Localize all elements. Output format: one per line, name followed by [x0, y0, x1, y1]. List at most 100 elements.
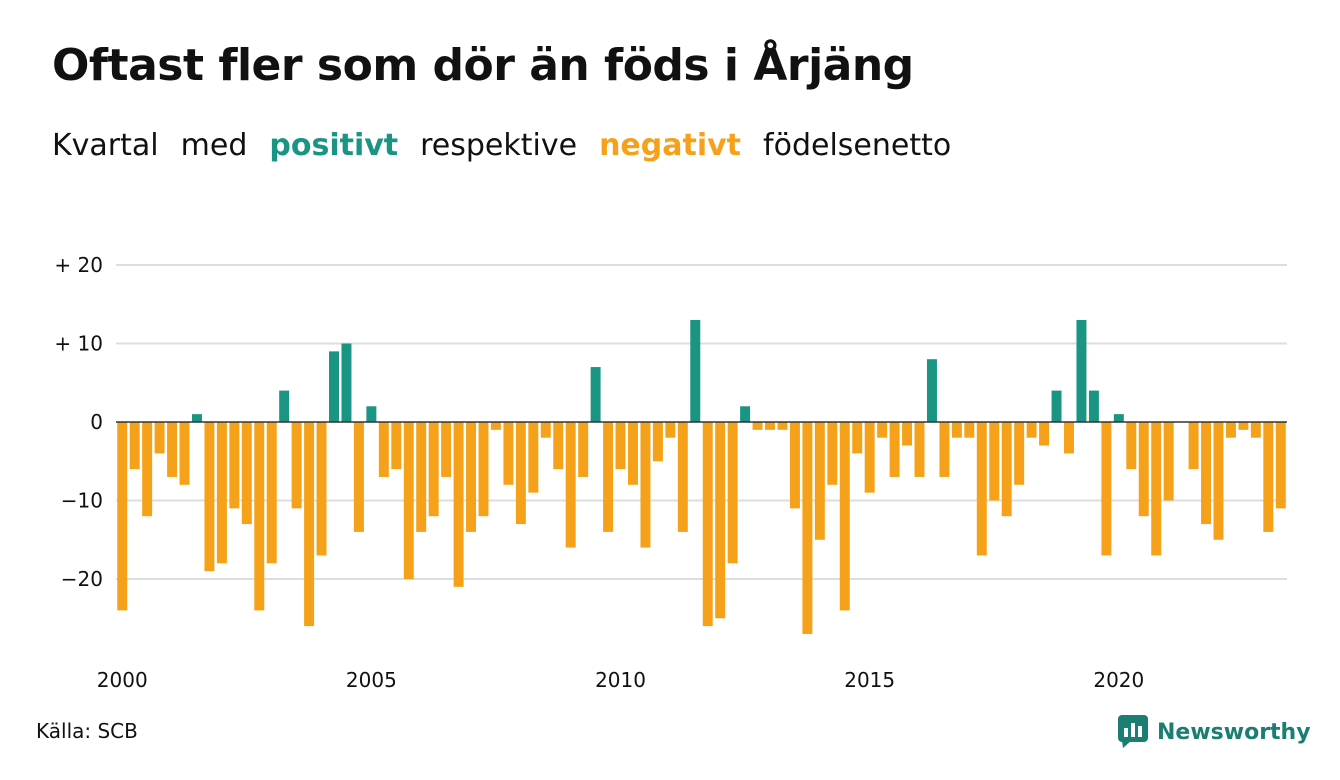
- bar: [640, 422, 651, 548]
- bar: [914, 422, 925, 477]
- bar: [1213, 422, 1224, 540]
- bar: [839, 422, 850, 611]
- bar: [154, 422, 165, 454]
- bar: [391, 422, 402, 470]
- bar: [279, 390, 290, 422]
- bar: [1138, 422, 1149, 517]
- y-tick-label: 0: [90, 410, 103, 434]
- bar: [416, 422, 427, 532]
- x-tick-label: 2020: [1093, 668, 1144, 692]
- bar: [490, 422, 501, 430]
- bar: [503, 422, 514, 485]
- bar: [1051, 390, 1062, 422]
- bar: [802, 422, 813, 634]
- bar: [428, 422, 439, 517]
- bar: [1088, 390, 1099, 422]
- bar: [976, 422, 987, 556]
- bar: [1263, 422, 1274, 532]
- bar: [478, 422, 489, 517]
- bar: [615, 422, 626, 470]
- bar: [353, 422, 364, 532]
- bar: [167, 422, 178, 477]
- bar: [964, 422, 975, 438]
- chart-title: Oftast fler som dör än föds i Årjäng: [52, 40, 914, 91]
- bar: [1001, 422, 1012, 517]
- bar: [926, 359, 937, 422]
- bar: [578, 422, 589, 477]
- bar: [877, 422, 888, 438]
- newsworthy-chart-icon: [1118, 715, 1148, 748]
- bar: [690, 319, 701, 422]
- bar: [1275, 422, 1286, 509]
- bar: [466, 422, 477, 532]
- bar: [229, 422, 240, 509]
- x-tick-label: 2000: [97, 668, 148, 692]
- bar: [1163, 422, 1174, 501]
- bar: [441, 422, 452, 477]
- bar: [902, 422, 913, 446]
- bar: [403, 422, 414, 579]
- y-tick-label: + 20: [54, 253, 103, 277]
- brand-logo: Newsworthy: [1118, 714, 1311, 750]
- bar: [329, 351, 339, 422]
- bar: [204, 422, 215, 572]
- bar: [1076, 319, 1087, 422]
- bar: [179, 422, 190, 485]
- bar: [341, 343, 352, 422]
- bar: [1039, 422, 1050, 446]
- bar: [117, 422, 128, 611]
- bar-chart: + 20 + 10 0 −10 −20 2000 2005 2010 2015 2020: [54, 253, 1287, 692]
- subtitle-positive-label: positivt: [269, 128, 399, 163]
- bar: [453, 422, 464, 587]
- bar: [665, 422, 676, 438]
- bar: [254, 422, 265, 611]
- bar: [1101, 422, 1112, 556]
- bar: [603, 422, 614, 532]
- bar: [129, 422, 140, 470]
- y-tick-label: −20: [61, 567, 103, 591]
- bar: [1026, 422, 1037, 438]
- bar: [814, 422, 825, 540]
- bar: [752, 422, 763, 430]
- source-note: Källa: SCB: [36, 719, 138, 743]
- bar: [702, 422, 713, 627]
- y-tick-label: + 10: [54, 332, 103, 356]
- bar: [827, 422, 838, 485]
- bar: [989, 422, 1000, 501]
- bar: [366, 406, 377, 422]
- bar: [515, 422, 526, 525]
- bar: [1201, 422, 1212, 525]
- bar: [1064, 422, 1074, 454]
- bar: [1113, 414, 1124, 422]
- x-tick-label: 2005: [346, 668, 397, 692]
- bar: [378, 422, 389, 477]
- bar: [677, 422, 688, 532]
- bar: [889, 422, 900, 477]
- bar: [1126, 422, 1137, 470]
- bar: [1250, 422, 1261, 438]
- bar: [727, 422, 738, 564]
- bar: [852, 422, 863, 454]
- bar: [590, 367, 601, 422]
- bar: [142, 422, 153, 517]
- bar: [864, 422, 875, 493]
- brand-name: Newsworthy: [1157, 719, 1311, 745]
- x-tick-label: 2015: [844, 668, 895, 692]
- bar: [553, 422, 564, 470]
- bar: [216, 422, 227, 564]
- x-tick-label: 2010: [595, 668, 646, 692]
- bar: [628, 422, 638, 485]
- bar: [540, 422, 551, 438]
- bar: [715, 422, 726, 619]
- bar: [316, 422, 327, 556]
- bar: [1188, 422, 1199, 470]
- bar: [565, 422, 576, 548]
- bar: [528, 422, 539, 493]
- bar: [777, 422, 788, 430]
- subtitle-word: Kvartal: [52, 128, 159, 163]
- bar: [951, 422, 962, 438]
- bar: [939, 422, 950, 477]
- bar: [1014, 422, 1025, 485]
- bar: [1238, 422, 1249, 430]
- subtitle-negative-label: negativt: [599, 128, 742, 163]
